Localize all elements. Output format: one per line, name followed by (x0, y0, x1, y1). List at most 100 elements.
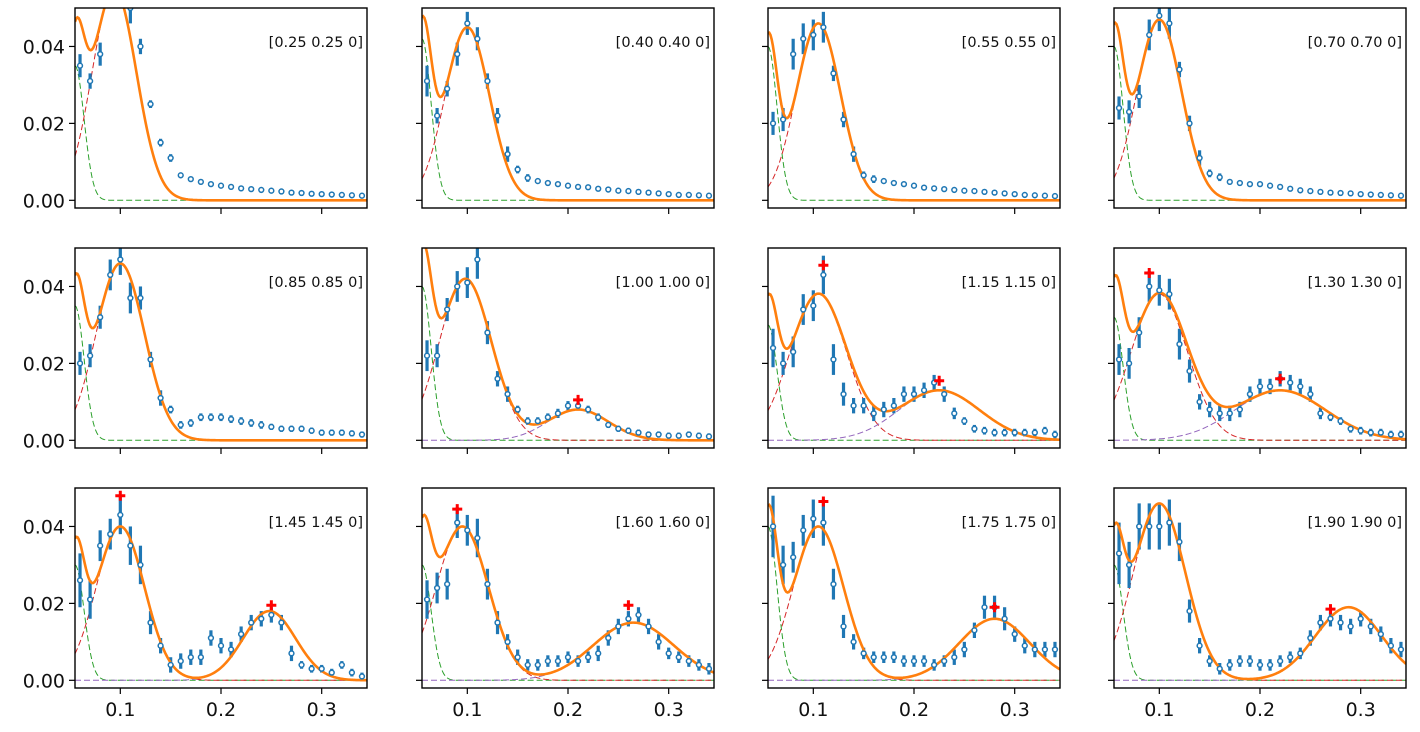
data-point (645, 431, 652, 438)
data-point (237, 631, 245, 638)
data-point (635, 188, 642, 195)
data-point (248, 419, 255, 427)
data-point (584, 406, 592, 413)
peak1-component-line (75, 8, 367, 201)
data-point (961, 187, 968, 194)
data-point (860, 402, 867, 409)
data-point (635, 611, 642, 619)
data-point (97, 51, 104, 58)
x-tick-label: 0.3 (654, 699, 684, 721)
peak-marker (1144, 268, 1155, 278)
data-point (655, 638, 662, 645)
data-point (1156, 523, 1163, 530)
data-point (464, 279, 471, 286)
data-point (1327, 189, 1334, 196)
data-point (1347, 425, 1354, 432)
data-point (1206, 406, 1213, 413)
subplot-panel: [1.00 1.00 0] (416, 247, 715, 454)
data-point (177, 172, 184, 179)
data-point (167, 406, 174, 413)
total-fit-line (768, 292, 1060, 442)
data-point (910, 391, 918, 398)
data-point (504, 391, 511, 398)
data-point (595, 650, 602, 657)
data-point (157, 139, 164, 146)
data-point (217, 414, 225, 421)
data-point (1041, 646, 1049, 653)
peak-marker (1275, 373, 1286, 384)
data-point (534, 177, 541, 185)
data-point (769, 523, 777, 530)
data-point (534, 661, 541, 669)
data-point (1266, 383, 1274, 390)
x-tick-label: 0.1 (105, 699, 135, 721)
data-point (278, 188, 285, 195)
data-point (1125, 561, 1133, 569)
data-point (1357, 427, 1364, 434)
data-point (860, 650, 867, 657)
data-point (298, 661, 305, 669)
data-point (1377, 191, 1384, 199)
data-point (1031, 429, 1038, 436)
data-point (157, 394, 164, 402)
data-point (76, 360, 84, 367)
data-point (930, 661, 938, 669)
data-point (423, 77, 431, 85)
data-point (1176, 538, 1183, 545)
data-point (494, 112, 501, 119)
x-tick-label: 0.1 (452, 699, 482, 721)
data-point (1347, 190, 1354, 197)
data-point (1206, 170, 1213, 177)
data-point (665, 191, 672, 198)
data-point (1186, 607, 1193, 615)
data-point (1307, 634, 1314, 642)
data-point (454, 283, 461, 290)
data-point (1397, 192, 1405, 199)
data-point (127, 294, 134, 302)
data-point (675, 432, 682, 439)
data-point (248, 619, 255, 626)
data-point (217, 182, 225, 189)
data-point (1166, 519, 1173, 526)
data-point (840, 391, 847, 398)
data-point (288, 189, 295, 196)
y-tick-label: 0.02 (23, 593, 65, 615)
data-point (1226, 661, 1233, 669)
data-point (1196, 642, 1203, 649)
data-point (625, 615, 632, 622)
peak-marker (573, 394, 584, 405)
data-point (1125, 108, 1133, 115)
data-point (870, 654, 877, 661)
data-point (1146, 31, 1153, 39)
data-point (474, 35, 481, 42)
data-point (564, 182, 572, 189)
data-point (820, 519, 827, 526)
data-point (454, 519, 461, 526)
data-point (207, 414, 215, 421)
data-point (769, 344, 777, 352)
data-point (147, 101, 154, 108)
data-point (880, 406, 887, 413)
data-point (605, 634, 612, 642)
data-point (860, 172, 867, 179)
data-point (514, 654, 521, 661)
data-point (1287, 185, 1294, 192)
data-point (574, 183, 582, 190)
data-point (920, 184, 928, 191)
y-tick-label: 0.00 (23, 190, 65, 212)
data-point (941, 391, 948, 398)
data-point (1216, 665, 1223, 672)
data-point (1307, 187, 1314, 195)
data-point (695, 432, 703, 439)
total-fit-line (424, 248, 714, 442)
data-point (951, 654, 958, 661)
data-point (308, 190, 315, 197)
peak-marker (818, 496, 829, 507)
elastic-component-line (422, 38, 714, 201)
data-point (217, 642, 225, 649)
data-point (961, 646, 968, 653)
total-fit-line (768, 22, 1060, 202)
data-point (1031, 192, 1038, 199)
data-point (237, 417, 245, 425)
plot-area (422, 11, 714, 202)
